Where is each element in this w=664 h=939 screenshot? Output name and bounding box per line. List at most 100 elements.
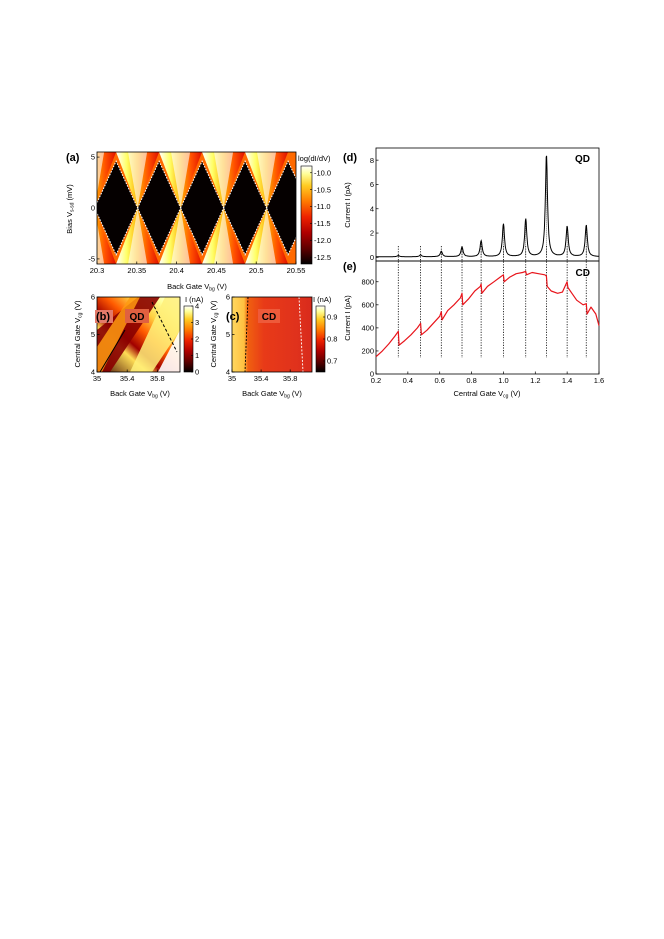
plot-d-tag: QD bbox=[575, 154, 590, 165]
colorbar-b-tick-label: 4 bbox=[195, 302, 199, 311]
plot-e-tag: CD bbox=[576, 268, 590, 279]
panel-e: (e) CD 0.2 0.4 0.6 0.8 1.0 1.2 1.4 1.6 800 600 40… bbox=[343, 246, 604, 400]
heatmap-a-x-tick-label: 20.35 bbox=[127, 266, 146, 275]
heatmap-a-bottom-highlight bbox=[256, 208, 277, 264]
heatmap-b-x-tick-label: 35 bbox=[93, 374, 101, 383]
plot-e-x-tick-label: 0.6 bbox=[434, 376, 444, 385]
plot-e-x-tick-label: 1.4 bbox=[562, 376, 572, 385]
plot-d-y-tick-label: 2 bbox=[370, 229, 374, 238]
heatmap-b-y-tick-label: 5 bbox=[91, 330, 95, 339]
plot-e-ylabel: Current I (pA) bbox=[343, 295, 352, 341]
heatmap-c-xlabel: Back Gate Vbg (V) bbox=[242, 389, 302, 400]
colorbar-c-label: I (nA) bbox=[313, 295, 332, 304]
colorbar-c-tick-label: 0.9 bbox=[327, 313, 337, 322]
panel-b-tag-box bbox=[125, 309, 149, 323]
panel-c-label: (c) bbox=[226, 311, 240, 323]
heatmap-a-bottom-highlight bbox=[214, 208, 234, 264]
heatmap-a-top-highlight bbox=[128, 152, 148, 208]
panel-c-tag: CD bbox=[262, 312, 276, 323]
heatmap-a-ylabel: Bias Vs-sd (mV) bbox=[65, 184, 76, 234]
colorbar-a-tick-label: -10.5 bbox=[314, 185, 331, 194]
colorbar-a-tick-label: -11.5 bbox=[314, 219, 331, 228]
plot-e-y-tick-label: 200 bbox=[361, 347, 374, 356]
panel-b-label: (b) bbox=[96, 311, 110, 323]
heatmap-b-y-tick-label: 6 bbox=[91, 293, 95, 302]
heatmap-a-y-tick-label: 0 bbox=[91, 204, 95, 213]
panel-a: (a) 20.3 20.35 20.4 20.45 20.5 20.55 5 0 -5 Bac… bbox=[65, 151, 331, 293]
heatmap-c-x-tick-label: 35.4 bbox=[254, 374, 269, 383]
heatmap-b-boundary-solid bbox=[99, 329, 126, 372]
heatmap-b-band-white bbox=[158, 330, 180, 372]
plot-e-y-tick-label: 400 bbox=[361, 323, 374, 332]
panel-c-tag-box bbox=[258, 309, 280, 323]
heatmap-a-x-tick-label: 20.45 bbox=[207, 266, 226, 275]
colorbar-c-tick-label: 0.7 bbox=[327, 357, 337, 366]
plot-e-x-tick-label: 1.2 bbox=[530, 376, 540, 385]
heatmap-c-y-tick-label: 4 bbox=[226, 368, 230, 377]
diamond-edge bbox=[265, 159, 296, 257]
heatmap-c-x-tick-label: 35 bbox=[228, 374, 236, 383]
heatmap-a-top-highlight bbox=[171, 152, 191, 208]
heatmap-b-y-tick-label: 4 bbox=[91, 368, 95, 377]
heatmap-b-x-tick-label: 35.4 bbox=[120, 374, 135, 383]
heatmap-b-band-light bbox=[130, 297, 180, 372]
plot-e-x-tick-label: 0.4 bbox=[403, 376, 413, 385]
heatmap-a-y-tick-label: -5 bbox=[88, 255, 95, 264]
plot-d-y-tick-label: 8 bbox=[370, 156, 374, 165]
heatmap-a-x-tick-label: 20.55 bbox=[287, 266, 306, 275]
heatmap-a-x-tick-label: 20.4 bbox=[169, 266, 184, 275]
plot-e-xlabel: Central Gate Vcg (V) bbox=[454, 389, 521, 400]
colorbar-c-tick-label: 0.8 bbox=[327, 335, 337, 344]
panel-a-label: (a) bbox=[66, 152, 80, 164]
panel-e-label: (e) bbox=[343, 261, 357, 273]
coulomb-diamond bbox=[266, 161, 296, 255]
colorbar-a-tick-label: -12.0 bbox=[314, 236, 331, 245]
colorbar-b-tick-label: 2 bbox=[195, 335, 199, 344]
heatmap-c-x-tick-label: 35.8 bbox=[283, 374, 298, 383]
heatmap-a-bottom-highlight bbox=[97, 222, 105, 264]
colorbar-a-tick-label: -12.5 bbox=[314, 253, 331, 262]
plot-e-y-tick-label: 800 bbox=[361, 277, 374, 286]
heatmap-b-ylabel: Central Gate Vcg (V) bbox=[73, 300, 84, 367]
panel-d-label: (d) bbox=[343, 152, 357, 164]
colorbar-a bbox=[300, 165, 313, 265]
heatmap-a-top-highlight bbox=[97, 152, 105, 194]
heatmap-a-bottom-highlight bbox=[128, 208, 148, 264]
heatmap-b-x-tick-label: 35.8 bbox=[150, 374, 165, 383]
plot-e-frame bbox=[375, 260, 600, 375]
heatmap-b-boundary-dashed bbox=[151, 301, 178, 353]
plot-e-x-tick-label: 1.6 bbox=[594, 376, 604, 385]
plot-e-x-tick-label: 0.2 bbox=[371, 376, 381, 385]
heatmap-c-y-tick-label: 6 bbox=[226, 293, 230, 302]
cd-current-trace bbox=[375, 270, 600, 358]
heatmap-a-x-tick-label: 20.5 bbox=[249, 266, 264, 275]
panel-b: (b) QD 35 35.4 35.8 654 Back Gate Vbg (V) … bbox=[73, 293, 204, 400]
plot-d-y-tick-label: 4 bbox=[370, 204, 374, 213]
heatmap-a-bottom-highlight bbox=[171, 208, 191, 264]
colorbar-a-tick-label: -10.0 bbox=[314, 168, 331, 177]
panel-b-tag: QD bbox=[130, 312, 145, 323]
plot-e-y-tick-label: 0 bbox=[370, 370, 374, 379]
colorbar-a-label: log(dI/dV) bbox=[298, 154, 331, 163]
colorbar-b-tick-label: 3 bbox=[195, 318, 199, 327]
heatmap-a-x-tick-label: 20.3 bbox=[90, 266, 105, 275]
plot-e-y-tick-label: 600 bbox=[361, 300, 374, 309]
plot-e-x-tick-label: 1.0 bbox=[498, 376, 508, 385]
plot-d-ylabel: Current I (pA) bbox=[343, 182, 352, 228]
heatmap-a-y-tick-label: 5 bbox=[91, 153, 95, 162]
colorbar-b-tick-label: 1 bbox=[195, 351, 199, 360]
heatmap-a-xlabel: Back Gate Vbg (V) bbox=[167, 282, 227, 293]
colorbar-b-tick-label: 0 bbox=[195, 368, 199, 377]
colorbar-b-label: I (nA) bbox=[185, 295, 204, 304]
qd-current-trace bbox=[376, 155, 599, 258]
heatmap-b-xlabel: Back Gate Vbg (V) bbox=[110, 389, 170, 400]
panel-d: (d) QD 8 6 4 2 0 bbox=[343, 147, 600, 262]
panel-c: (c) CD 35 35.4 35.8 654 Back Gate Vbg (V) … bbox=[209, 293, 337, 400]
coulomb-diamond bbox=[97, 161, 138, 255]
heatmap-a-top-highlight bbox=[256, 152, 277, 208]
colorbar-a-tick-label: -11.0 bbox=[314, 202, 331, 211]
heatmap-c-ylabel: Central Gate Vcg (V) bbox=[209, 300, 220, 367]
heatmap-c-y-tick-label: 5 bbox=[226, 330, 230, 339]
plot-d-y-tick-label: 0 bbox=[370, 253, 374, 262]
